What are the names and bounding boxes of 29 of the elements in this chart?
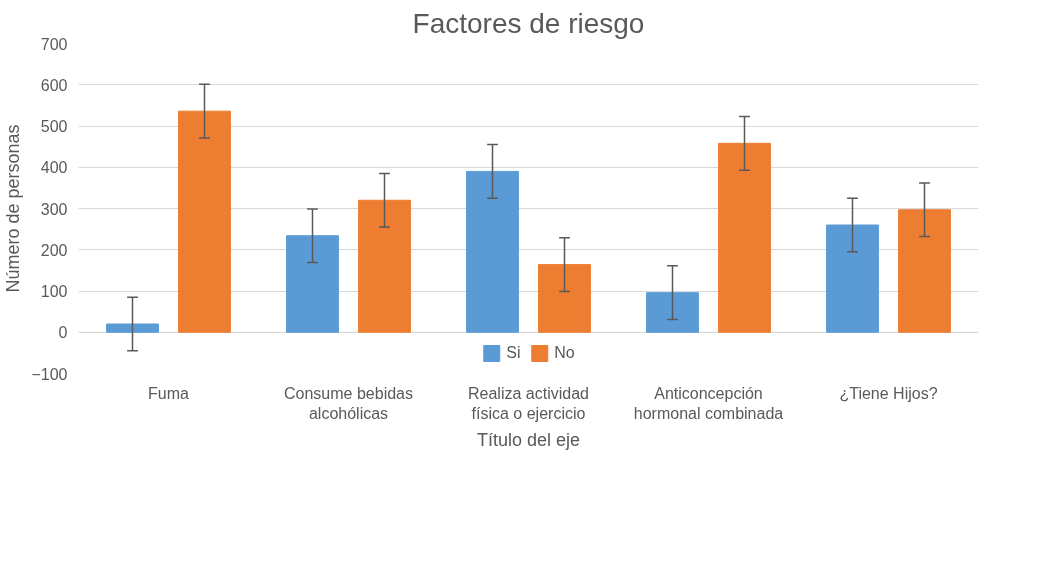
y-tick-label: 200 [40,241,68,259]
bar [646,292,699,333]
x-tick-label: Fuma [148,384,190,402]
x-tick-label: Consume bebidas alcohólicas [284,384,413,422]
bar [826,224,879,333]
bar [718,142,771,333]
x-tick-label: Realiza actividad física o ejercicio [468,384,589,422]
y-tick-label: 600 [40,76,68,94]
y-tick-label: 700 [40,35,68,53]
y-tick-label: −100 [31,365,68,383]
x-tick-label: Anticoncepción hormonal combinada [633,384,784,422]
bar [466,170,519,333]
y-tick-label: 300 [40,200,68,218]
y-tick-label: 500 [40,118,68,135]
bar [286,235,339,333]
chart-title: Factores de riesgo [412,7,645,39]
bar [358,199,411,333]
legend-label: Si [506,344,522,362]
y-tick-label: 0 [58,324,68,342]
x-tick-label: ¿Tiene Hijos? [839,384,938,402]
bar [178,110,231,333]
bar [538,264,591,333]
legend-label: No [554,344,575,362]
bar [106,323,159,333]
y-tick-label: 400 [40,159,68,177]
y-axis-title: Número de personas [3,124,24,293]
bar [898,209,951,333]
x-axis-title: Título del eje [476,429,581,450]
y-tick-label: 100 [40,283,68,300]
